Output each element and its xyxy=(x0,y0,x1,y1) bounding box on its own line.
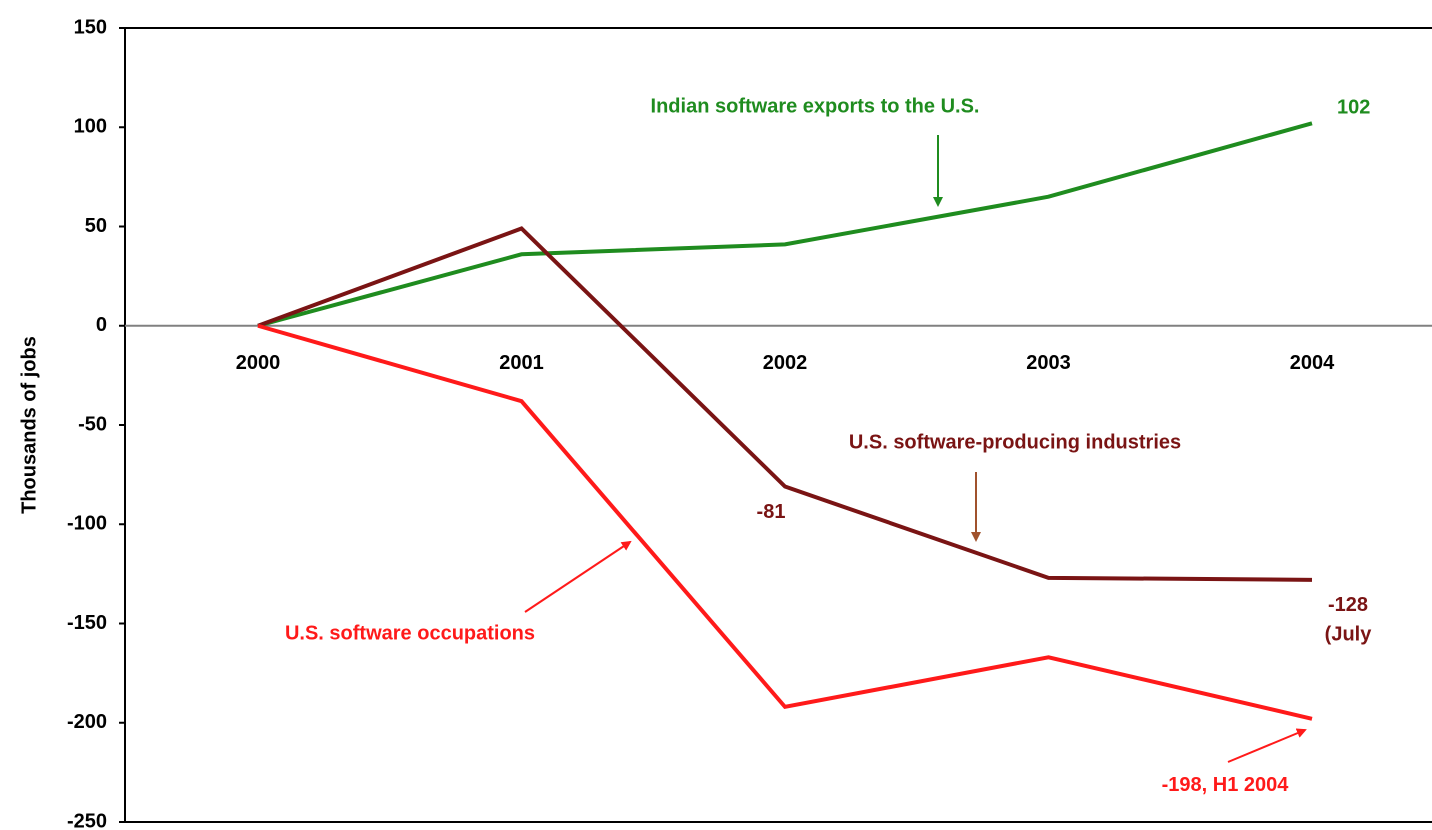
y-axis-label: Thousands of jobs xyxy=(18,336,40,514)
data-label: -128 xyxy=(1328,594,1368,616)
x-tick-label: 2001 xyxy=(499,352,544,374)
y-tick-label: 0 xyxy=(96,314,107,336)
y-tick-label: 150 xyxy=(74,16,107,38)
y-tick-label: 100 xyxy=(74,116,107,138)
series-label: U.S. software occupations xyxy=(285,622,535,644)
x-tick-label: 2002 xyxy=(763,352,808,374)
annotation-arrow xyxy=(524,540,632,613)
y-tick-label: -200 xyxy=(67,711,107,733)
x-tick-label: 2004 xyxy=(1290,352,1335,374)
annotation: (July xyxy=(1325,623,1373,645)
y-tick-label: 50 xyxy=(85,215,107,237)
annotation-arrow xyxy=(1227,728,1307,763)
series-label: Indian software exports to the U.S. xyxy=(651,95,980,117)
y-tick-label: -50 xyxy=(78,413,107,435)
y-tick-label: -150 xyxy=(67,612,107,634)
data-label: 102 xyxy=(1337,97,1370,119)
y-tick-label: -250 xyxy=(67,810,107,830)
x-tick-label: 2003 xyxy=(1026,352,1071,374)
series-label: U.S. software-producing industries xyxy=(849,431,1181,453)
data-label: -198, H1 2004 xyxy=(1162,774,1290,796)
series-line xyxy=(257,121,1313,328)
series-line xyxy=(257,323,1313,721)
y-tick-label: -100 xyxy=(67,513,107,535)
data-label: -81 xyxy=(757,501,786,523)
x-tick-label: 2000 xyxy=(236,352,281,374)
series-line xyxy=(257,226,1313,582)
